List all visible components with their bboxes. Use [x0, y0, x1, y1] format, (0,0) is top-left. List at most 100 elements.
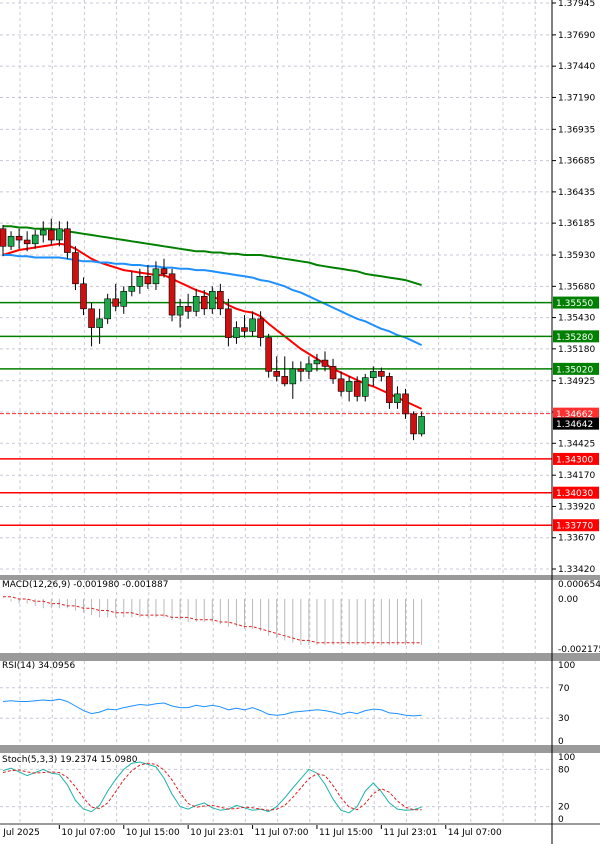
- level-label: 1.35020: [556, 365, 593, 375]
- price-tick-label: 1.35930: [558, 251, 595, 261]
- time-axis: 10 Jul 2025 10 Jul 07:00 10 Jul 15:00 10 Ju…: [0, 825, 502, 838]
- time-tick-label: 11 Jul 15:00: [319, 828, 373, 838]
- macd-title: MACD(12,26,9) -0.001980 -0.001887: [2, 580, 168, 590]
- rsi-tick-label: 100: [558, 661, 575, 671]
- candle-body: [23, 239, 31, 245]
- candle-body: [0, 228, 7, 247]
- level-label-bg: [553, 296, 599, 309]
- rsi-line: [2, 698, 422, 717]
- price-tick-label: 1.37690: [558, 31, 595, 41]
- candle-body: [39, 229, 47, 236]
- current-price-bg: [553, 417, 599, 430]
- candle-body: [112, 298, 119, 307]
- rsi-panel: [0, 687, 552, 719]
- candle-body: [64, 228, 71, 253]
- candle-body: [31, 234, 39, 245]
- panel-separator: [0, 575, 600, 580]
- candle-body: [353, 381, 361, 397]
- candle-body: [233, 327, 240, 338]
- candle-body: [217, 291, 224, 310]
- rsi-tick-label: 0: [558, 737, 564, 747]
- stoch-tick-label: 80: [558, 765, 570, 775]
- candle-body: [192, 296, 200, 312]
- rsi-tick-label: 70: [558, 684, 570, 694]
- level-label-bg: [553, 330, 599, 343]
- candle-body: [305, 363, 313, 372]
- price-tick-label: 1.34170: [558, 471, 595, 481]
- level-label: 1.34030: [556, 489, 593, 499]
- candle-body: [281, 376, 289, 385]
- price-tick-label: 1.33420: [558, 565, 595, 575]
- candle-body: [184, 306, 192, 312]
- candle-body: [136, 276, 144, 287]
- candle-body: [361, 377, 369, 397]
- level-label: 1.33770: [556, 522, 593, 532]
- candle-body: [249, 318, 256, 332]
- candle-body: [104, 298, 111, 320]
- candle-body: [402, 393, 409, 415]
- bid-label: 1.34662: [556, 410, 593, 420]
- candle-body: [394, 393, 401, 403]
- grid: [0, 0, 600, 825]
- rsi-title: RSI(14) 34.0956: [2, 661, 75, 671]
- price-tick-label: 1.36185: [558, 219, 595, 229]
- price-tick-label: 1.35430: [558, 314, 595, 324]
- candle-body: [168, 273, 176, 316]
- candles: [0, 218, 425, 441]
- candle-body: [200, 296, 208, 310]
- candle-body: [321, 359, 329, 367]
- level-label-bg: [553, 452, 599, 465]
- price-tick-label: 1.35680: [558, 282, 595, 292]
- stoch-signal-line: [2, 762, 422, 811]
- time-tick-label: 10 Jul 2025: [0, 828, 40, 838]
- rsi-tick-label: 30: [558, 714, 570, 724]
- stoch-tick-label: 100: [558, 753, 575, 763]
- time-tick-label: 10 Jul 07:00: [61, 828, 115, 838]
- price-tick-label: 1.36935: [558, 125, 595, 135]
- level-label: 1.35550: [556, 299, 593, 309]
- candle-body: [47, 229, 55, 241]
- candle-body: [297, 368, 305, 372]
- moving-average-line: [3, 225, 422, 287]
- level-label-bg: [553, 486, 599, 499]
- candle-body: [337, 378, 345, 392]
- candle-body: [128, 286, 136, 292]
- time-tick-label: 14 Jul 07:00: [448, 828, 502, 838]
- stoch-tick-label: 20: [558, 803, 570, 813]
- price-tick-label: 1.34425: [558, 439, 595, 449]
- level-label-bg: [553, 362, 599, 375]
- panel-separator: [0, 653, 600, 661]
- price-tick-label: 1.37945: [558, 0, 595, 9]
- candle-body: [378, 371, 385, 377]
- time-tick-label: 11 Jul 07:00: [255, 828, 309, 838]
- level-label-bg: [553, 519, 599, 532]
- macd-tick-label: 0.00: [558, 595, 578, 605]
- level-label: 1.35280: [556, 333, 593, 343]
- candle-body: [265, 337, 272, 372]
- candle-body: [96, 318, 103, 328]
- stoch-panel: [0, 761, 552, 814]
- candle-body: [241, 327, 248, 332]
- level-label: 1.34300: [556, 455, 593, 465]
- stoch-title: Stoch(5,3,3) 19.2374 15.0980: [2, 755, 138, 765]
- price-tick-label: 1.37440: [558, 62, 595, 72]
- candle-body: [410, 413, 417, 435]
- candle-body: [160, 268, 168, 275]
- price-tick-label: 1.36435: [558, 188, 595, 198]
- horizontal-levels: [0, 301, 552, 526]
- price-tick-label: 1.35180: [558, 345, 595, 355]
- candle-body: [273, 371, 281, 377]
- price-tick-label: 1.33670: [558, 534, 595, 544]
- time-tick-label: 11 Jul 23:01: [383, 828, 437, 838]
- candle-body: [313, 359, 321, 365]
- candle-body: [88, 308, 95, 328]
- candle-body: [345, 381, 353, 392]
- candle-body: [386, 376, 393, 403]
- candle-body: [289, 368, 297, 385]
- panel-separator: [0, 823, 600, 825]
- current-price-label: 1.34642: [556, 420, 593, 430]
- candle-body: [225, 308, 232, 338]
- price-tick-label: 1.37190: [558, 93, 595, 103]
- stoch-tick-label: 0: [558, 815, 564, 825]
